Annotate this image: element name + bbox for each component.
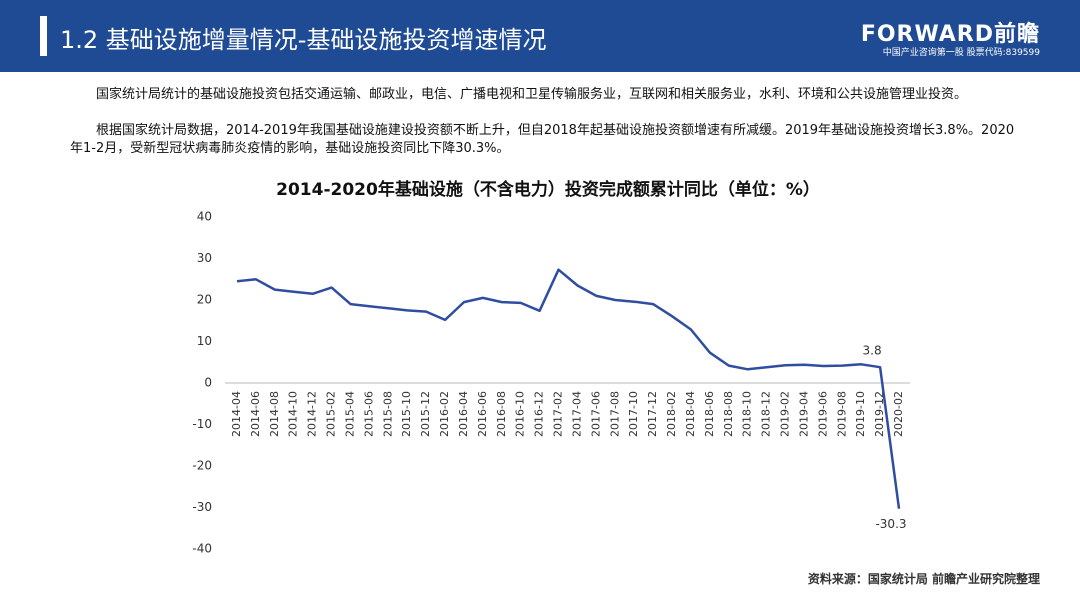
x-tick-label: 2019-06 [816, 391, 829, 437]
y-tick-label: -40 [192, 542, 212, 556]
y-tick-label: 20 [197, 293, 212, 307]
y-tick-label: 30 [197, 251, 212, 265]
x-tick-label: 2018-10 [741, 391, 754, 437]
x-tick-label: 2016-08 [495, 391, 508, 437]
x-tick-label: 2015-06 [362, 391, 375, 437]
x-tick-label: 2017-08 [608, 391, 621, 437]
header-accent [40, 16, 47, 56]
x-tick-label: 2019-08 [835, 391, 848, 437]
header-title: 1.2 基础设施增量情况-基础设施投资增速情况 [60, 26, 547, 54]
x-tick-label: 2017-12 [646, 391, 659, 437]
x-tick-label: 2016-04 [457, 391, 470, 437]
data-label: -30.3 [875, 517, 906, 531]
y-tick-label: -20 [192, 459, 212, 473]
y-tick-label: 10 [197, 334, 212, 348]
x-tick-label: 2016-10 [514, 391, 527, 437]
x-tick-label: 2017-06 [589, 391, 602, 437]
chart-title: 2014-2020年基础设施（不含电力）投资完成额累计同比（单位：%） [276, 179, 820, 200]
paragraph: 国家统计局统计的基础设施投资包括交通运输、邮政业，电信、广播电视和卫星传输服务业… [96, 87, 968, 102]
x-tick-label: 2016-02 [438, 391, 451, 437]
x-tick-label: 2016-06 [476, 391, 489, 437]
x-tick-label: 2014-06 [249, 391, 262, 437]
x-tick-label: 2014-08 [268, 391, 281, 437]
y-tick-label: 0 [204, 376, 212, 390]
x-tick-label: 2016-12 [533, 391, 546, 437]
y-tick-label: -10 [192, 417, 212, 431]
x-tick-label: 2018-06 [703, 391, 716, 437]
x-tick-label: 2014-10 [287, 391, 300, 437]
x-tick-label: 2019-10 [854, 391, 867, 437]
x-tick-label: 2018-02 [665, 391, 678, 437]
x-tick-label: 2020-02 [892, 391, 905, 437]
x-tick-label: 2015-12 [419, 391, 432, 437]
data-label: 3.8 [863, 344, 882, 358]
y-tick-label: 40 [197, 210, 212, 224]
x-tick-label: 2014-04 [230, 391, 243, 437]
y-tick-label: -30 [192, 500, 212, 514]
x-tick-label: 2017-02 [552, 391, 565, 437]
header: 1.2 基础设施增量情况-基础设施投资增速情况 FORWARD前瞻 中国产业咨询… [0, 0, 1080, 72]
x-tick-label: 2014-12 [306, 391, 319, 437]
x-tick-label: 2018-12 [760, 391, 773, 437]
line [236, 268, 901, 509]
x-tick-label: 2015-02 [325, 391, 338, 437]
x-tick-label: 2015-04 [343, 391, 356, 437]
x-tick-label: 2017-10 [627, 391, 640, 437]
x-tick-label: 2019-04 [797, 391, 810, 437]
x-tick-label: 2015-10 [400, 391, 413, 437]
logo: FORWARD前瞻 [860, 22, 1040, 47]
x-tick-label: 2017-04 [570, 391, 583, 437]
source: 资料来源：国家统计局 前瞻产业研究院整理 [807, 572, 1040, 586]
x-tick-label: 2018-04 [684, 391, 697, 437]
x-tick-label: 2015-08 [381, 391, 394, 437]
logo-subtitle: 中国产业咨询第一股 股票代码:839599 [882, 48, 1040, 58]
paragraph: 根据国家统计局数据，2014-2019年我国基础设施建设投资额不断上升，但自20… [70, 123, 1015, 156]
x-tick-label: 2018-08 [722, 391, 735, 437]
x-tick-label: 2019-02 [779, 391, 792, 437]
x-tick-label: 2019-12 [873, 391, 886, 437]
